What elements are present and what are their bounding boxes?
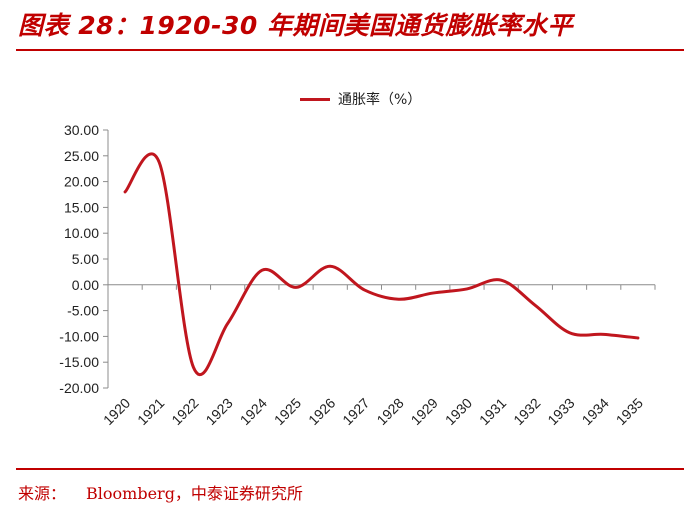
x-tick-label: 1934 xyxy=(578,395,611,428)
x-tick-label: 1935 xyxy=(613,395,646,428)
y-tick-label: -10.00 xyxy=(59,328,99,344)
data-point xyxy=(431,292,434,295)
x-tick-label: 1931 xyxy=(476,395,509,428)
data-point xyxy=(534,304,537,307)
x-tick-label: 1924 xyxy=(237,395,270,428)
x-tick-label: 1929 xyxy=(408,395,441,428)
legend: 通胀率（%） xyxy=(300,88,421,110)
x-tick-label: 1932 xyxy=(510,395,543,428)
y-axis: 30.00 25.00 20.00 15.00 10.00 5.00 0.00 -5.00 -1… xyxy=(59,122,109,396)
x-tick-label: 1921 xyxy=(134,395,167,428)
source-label: 来源： xyxy=(18,484,67,503)
data-point xyxy=(192,366,195,369)
data-point xyxy=(329,265,332,268)
series-line-inflation xyxy=(123,152,640,377)
data-point xyxy=(158,161,161,164)
x-tick-label: 1923 xyxy=(202,395,235,428)
x-tick-label: 1922 xyxy=(168,395,201,428)
data-point xyxy=(295,286,298,289)
y-tick-label: 30.00 xyxy=(64,122,99,138)
x-tick-label: 1928 xyxy=(373,395,406,428)
title-divider xyxy=(16,49,684,51)
data-point xyxy=(397,298,400,301)
legend-label: 通胀率（%） xyxy=(338,92,422,108)
data-point xyxy=(465,287,468,290)
data-point xyxy=(500,279,503,282)
data-point xyxy=(568,331,571,334)
x-tick-label: 1926 xyxy=(305,395,338,428)
inflation-line-chart: 30.00 25.00 20.00 15.00 10.00 5.00 0.00 -5.00 -1… xyxy=(59,122,656,428)
y-tick-label: 0.00 xyxy=(72,277,99,293)
data-point xyxy=(602,333,605,336)
x-tick-label: 1927 xyxy=(339,395,372,428)
source-text: Bloomberg，中泰证券研究所 xyxy=(86,484,303,503)
footer-divider xyxy=(16,468,684,470)
x-tick-label: 1920 xyxy=(100,395,133,428)
source-note: 来源： Bloomberg，中泰证券研究所 xyxy=(18,480,303,504)
figure-title: 图表 28：1920-30 年期间美国通货膨胀率水平 xyxy=(18,11,573,40)
y-tick-label: 20.00 xyxy=(64,174,99,190)
legend-swatch xyxy=(300,97,330,101)
y-tick-label: -15.00 xyxy=(59,354,99,370)
x-tick-label: 1925 xyxy=(271,395,304,428)
y-tick-label: 25.00 xyxy=(64,148,99,164)
data-point xyxy=(260,269,263,272)
data-point xyxy=(124,190,127,193)
y-tick-label: 15.00 xyxy=(64,199,99,215)
x-tick-label: 1930 xyxy=(442,395,475,428)
y-tick-label: 10.00 xyxy=(64,225,99,241)
data-point xyxy=(226,322,229,325)
y-tick-label: 5.00 xyxy=(72,251,99,267)
data-point xyxy=(636,336,639,339)
x-tick-label: 1933 xyxy=(544,395,577,428)
series-layer xyxy=(123,152,640,377)
y-tick-label: -5.00 xyxy=(67,303,99,319)
y-tick-label: -20.00 xyxy=(59,380,99,396)
data-point xyxy=(363,288,366,291)
